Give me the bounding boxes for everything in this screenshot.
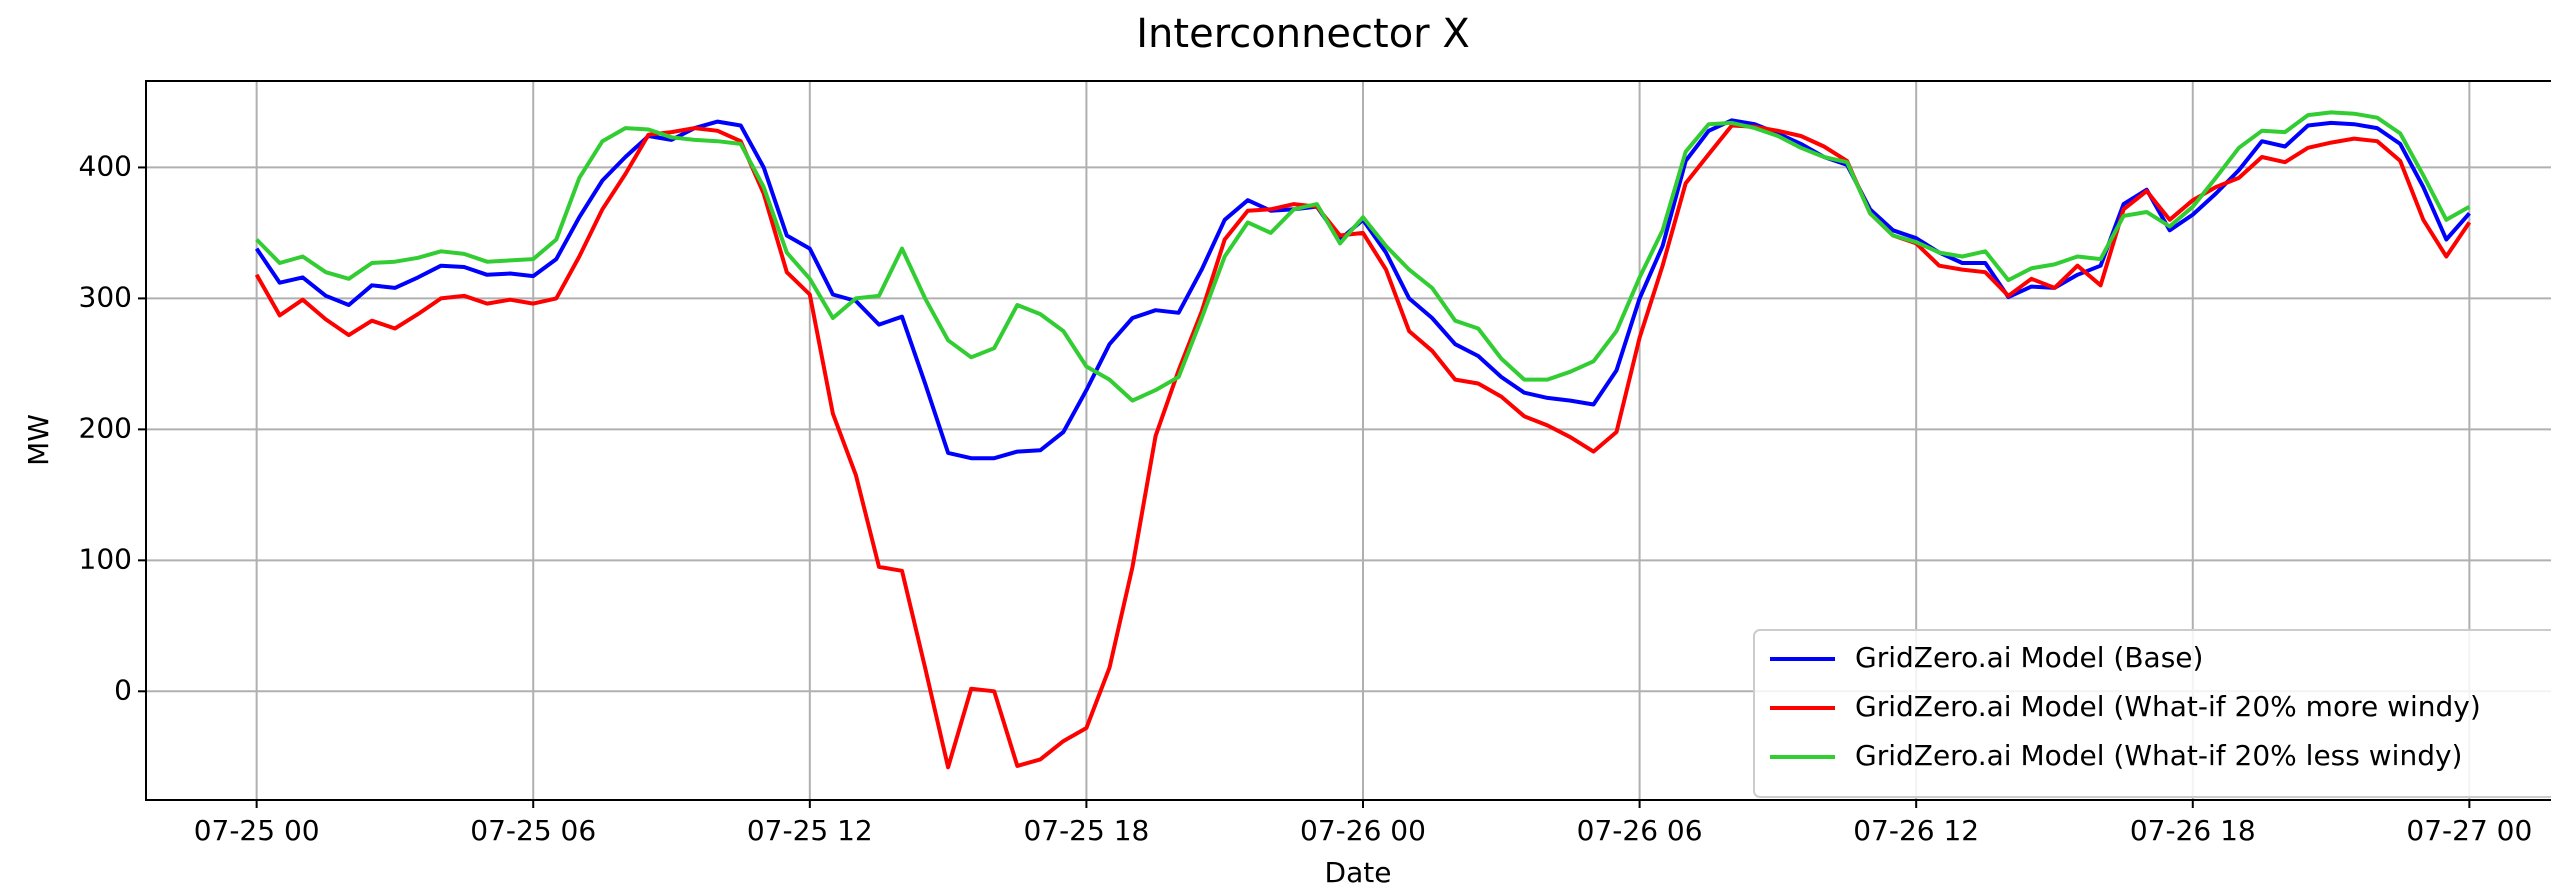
x-tick-label: 07-26 00 — [1300, 814, 1426, 847]
plot-frame — [145, 80, 2551, 801]
x-tick-label: 07-27 00 — [2406, 814, 2532, 847]
series-line — [255, 110, 2471, 403]
legend-box — [1753, 629, 2551, 798]
x-tick-label: 07-25 12 — [747, 814, 873, 847]
series-line — [254, 123, 2472, 770]
x-tick-label: 07-25 06 — [470, 814, 596, 847]
x-tick-label: 07-25 00 — [194, 814, 320, 847]
x-tick-label: 07-25 18 — [1023, 814, 1149, 847]
x-axis-label: Date — [1325, 856, 1392, 886]
x-tick-label: 07-26 12 — [1853, 814, 1979, 847]
x-tick-label: 07-26 06 — [1577, 814, 1703, 847]
y-tick-label: 300 — [79, 280, 132, 313]
x-tick-label: 07-26 18 — [2130, 814, 2256, 847]
chart-title: Interconnector X — [1136, 11, 1470, 57]
y-axis-label: MW — [22, 414, 55, 466]
legend-label: GridZero.ai Model (What-if 20% less wind… — [1855, 739, 2462, 772]
y-tick-label: 100 — [79, 542, 132, 575]
y-tick-label: 400 — [79, 149, 132, 182]
y-tick-label: 0 — [114, 673, 132, 706]
legend: GridZero.ai Model (Base) GridZero.ai Mode… — [1753, 629, 2551, 798]
legend-label: GridZero.ai Model (What-if 20% more wind… — [1855, 690, 2481, 723]
legend-label: GridZero.ai Model (Base) — [1855, 641, 2203, 674]
y-tick-label: 200 — [79, 411, 132, 444]
